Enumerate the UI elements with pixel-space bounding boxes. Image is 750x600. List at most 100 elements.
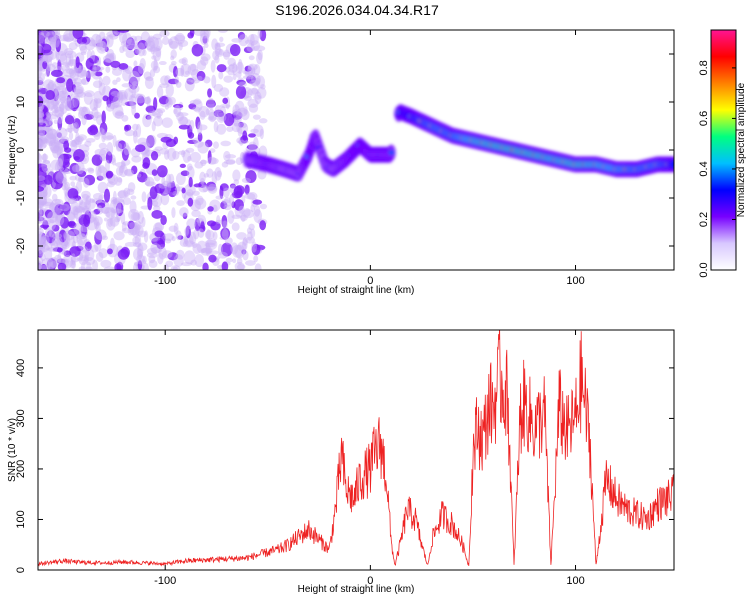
noise-blob xyxy=(93,217,100,230)
noise-blob xyxy=(222,97,229,104)
noise-blob xyxy=(171,236,176,242)
noise-blob xyxy=(80,223,88,238)
noise-blob xyxy=(233,179,240,185)
noise-blob xyxy=(231,222,240,232)
noise-blob xyxy=(212,50,220,61)
noise-blob xyxy=(257,30,262,39)
noise-blob xyxy=(192,98,203,113)
noise-blob xyxy=(60,96,72,102)
noise-blob xyxy=(173,108,178,115)
noise-blob xyxy=(191,209,201,218)
noise-blob xyxy=(38,259,42,270)
noise-blob xyxy=(234,244,245,259)
noise-blob xyxy=(107,217,113,228)
noise-blob xyxy=(175,67,185,77)
noise-blob xyxy=(41,219,51,226)
noise-blob xyxy=(57,258,70,264)
noise-blob xyxy=(192,106,201,111)
noise-blob xyxy=(253,94,262,100)
noise-blob xyxy=(114,176,123,186)
noise-blob xyxy=(51,34,57,48)
noise-blob xyxy=(223,150,231,162)
noise-blob xyxy=(45,230,56,244)
x-tick-label: -100 xyxy=(154,575,176,587)
noise-blob xyxy=(223,197,232,208)
noise-blob xyxy=(70,139,78,152)
noise-blob xyxy=(130,93,143,99)
noise-blob xyxy=(101,128,106,143)
noise-blob xyxy=(168,173,175,185)
noise-blob xyxy=(110,196,118,205)
noise-blob xyxy=(38,193,46,199)
noise-blob xyxy=(148,254,156,264)
noise-blob xyxy=(120,160,126,170)
noise-blob xyxy=(83,90,95,98)
noise-blob xyxy=(93,42,104,48)
noise-blob xyxy=(221,214,228,229)
noise-blob xyxy=(145,105,156,114)
noise-blob xyxy=(151,121,156,132)
noise-blob xyxy=(223,204,232,211)
noise-blob xyxy=(137,242,148,251)
noise-blob xyxy=(38,79,44,86)
noise-blob xyxy=(187,155,192,162)
noise-blob xyxy=(105,34,114,48)
noise-blob xyxy=(66,78,74,93)
noise-blob xyxy=(236,79,246,86)
noise-blob xyxy=(227,57,236,67)
noise-blob xyxy=(42,191,48,201)
noise-blob xyxy=(114,162,126,168)
noise-blob xyxy=(192,229,200,240)
noise-blob xyxy=(78,249,90,258)
noise-blob xyxy=(217,251,228,259)
noise-blob xyxy=(151,209,163,219)
noise-blob xyxy=(237,139,249,144)
noise-blob xyxy=(227,69,235,76)
noise-blob xyxy=(259,220,267,231)
noise-blob xyxy=(38,212,41,219)
noise-blob xyxy=(137,260,143,270)
noise-blob xyxy=(41,138,49,144)
noise-blob xyxy=(130,95,137,110)
noise-blob xyxy=(102,132,114,141)
noise-blob xyxy=(219,87,230,97)
noise-blob xyxy=(243,46,253,54)
noise-blob xyxy=(131,165,138,175)
noise-blob xyxy=(38,152,43,165)
noise-blob xyxy=(186,77,195,85)
noise-blob xyxy=(69,201,81,216)
noise-blob xyxy=(72,30,84,40)
noise-blob xyxy=(85,71,92,79)
noise-blob xyxy=(243,95,252,101)
noise-blob xyxy=(109,102,116,110)
noise-blob xyxy=(51,233,63,239)
noise-blob xyxy=(92,63,97,77)
noise-blob xyxy=(207,183,218,194)
noise-blob xyxy=(192,243,202,254)
noise-blob xyxy=(168,40,179,49)
noise-blob xyxy=(69,122,77,130)
noise-blob xyxy=(116,90,129,101)
noise-blob xyxy=(43,79,54,90)
noise-blob xyxy=(160,75,170,86)
noise-blob xyxy=(39,118,44,126)
noise-blob xyxy=(49,41,58,51)
noise-blob xyxy=(100,206,112,214)
noise-blob xyxy=(238,34,249,47)
noise-blob xyxy=(98,164,106,174)
noise-blob xyxy=(245,236,256,244)
noise-blob xyxy=(232,73,237,81)
noise-blob xyxy=(242,130,248,141)
noise-blob xyxy=(165,97,173,108)
noise-blob xyxy=(99,31,106,40)
noise-blob xyxy=(152,200,159,207)
noise-blob xyxy=(93,98,99,111)
noise-blob xyxy=(88,39,99,47)
noise-blob xyxy=(136,248,143,260)
noise-blob xyxy=(235,85,247,99)
noise-blob xyxy=(173,105,181,118)
noise-blob xyxy=(38,66,43,73)
noise-blob xyxy=(75,161,85,175)
noise-blob xyxy=(48,114,59,120)
